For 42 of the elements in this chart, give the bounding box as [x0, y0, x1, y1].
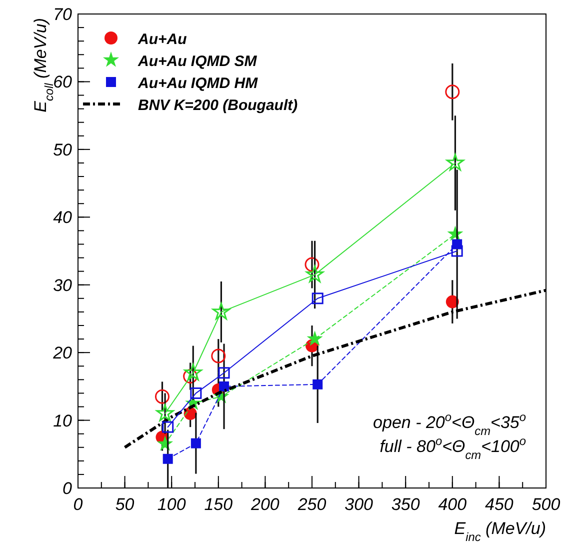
point — [190, 387, 202, 399]
point — [162, 454, 173, 464]
point — [218, 367, 230, 379]
y-tick-label: 60 — [53, 72, 73, 92]
x-tick-label: 400 — [438, 495, 468, 514]
x-tick-label: 500 — [532, 495, 561, 514]
point — [304, 257, 320, 272]
point — [446, 154, 464, 171]
point — [312, 292, 324, 304]
point — [212, 302, 230, 320]
point — [306, 330, 323, 346]
y-tick-label: 30 — [53, 276, 73, 295]
x-tick-label: 200 — [250, 495, 280, 514]
point — [219, 381, 230, 392]
y-tick-label: 0 — [62, 479, 73, 498]
x-tick-label: 350 — [391, 495, 420, 514]
point — [154, 389, 170, 404]
x-tick-label: 300 — [344, 495, 374, 514]
y-tick-label: 70 — [53, 5, 73, 24]
point — [184, 364, 202, 380]
x-tick-label: 450 — [485, 495, 514, 514]
x-tick-label: 150 — [204, 495, 234, 514]
y-tick-label: 50 — [53, 140, 73, 160]
legend-label: Au+Au IQMD HM — [137, 75, 258, 92]
point — [312, 379, 323, 390]
point — [162, 421, 174, 433]
x-tick-label: 250 — [296, 495, 327, 514]
y-tick-label: 10 — [53, 411, 73, 430]
x-tick-label: 50 — [115, 495, 135, 514]
point — [211, 348, 226, 364]
y-tick-label: 40 — [53, 208, 73, 228]
legend-label: Au+Au — [137, 31, 187, 48]
x-axis-title: E$_{inc}$ (MeV/u) — [454, 519, 546, 544]
point — [190, 438, 201, 448]
y-tick-label: 20 — [52, 344, 73, 363]
point — [451, 245, 463, 257]
point — [306, 266, 324, 282]
x-tick-label: 100 — [157, 495, 186, 514]
point — [156, 404, 174, 422]
point — [445, 84, 460, 100]
legend-label: BNV K=200 (Bougault) — [138, 97, 298, 114]
legend-label: Au+Au IQMD SM — [137, 53, 258, 70]
